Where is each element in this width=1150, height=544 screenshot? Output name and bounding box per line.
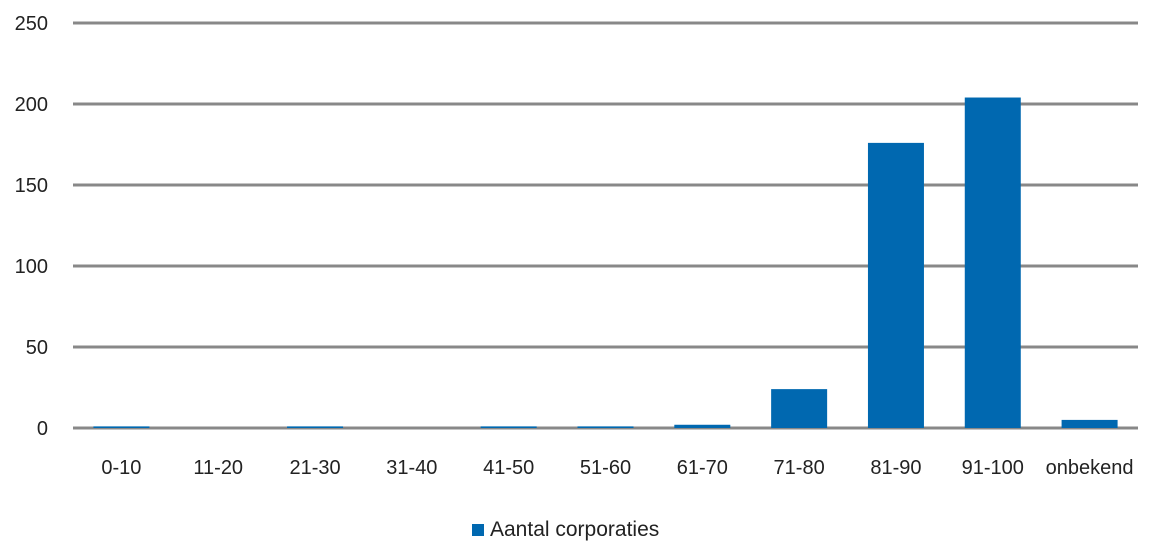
bar-81-90 bbox=[867, 142, 924, 428]
x-tick-label: 81-90 bbox=[870, 457, 921, 479]
gridlines bbox=[73, 21, 1138, 430]
y-axis-tick-labels: 0 50 100 150 200 250 bbox=[15, 13, 48, 440]
bars bbox=[93, 97, 1118, 429]
bar-71-80 bbox=[771, 389, 828, 428]
bar-61-70 bbox=[674, 424, 731, 428]
x-tick-label: 91-100 bbox=[962, 457, 1024, 479]
bar-chart: 0 50 100 150 200 250 0-10 11-20 21-30 31-40 41-50… bbox=[15, 13, 1138, 479]
x-tick-label: onbekend bbox=[1046, 457, 1134, 479]
y-tick-label: 50 bbox=[26, 337, 48, 359]
y-tick-label: 200 bbox=[15, 94, 48, 116]
bar-0-10 bbox=[93, 426, 150, 428]
legend-label: Aantal corporaties bbox=[490, 518, 660, 541]
x-tick-label: 11-20 bbox=[193, 457, 243, 479]
x-axis-tick-labels: 0-10 11-20 21-30 31-40 41-50 51-60 61-70 71-80 8… bbox=[101, 457, 1133, 479]
y-tick-label: 250 bbox=[15, 13, 48, 35]
y-tick-label: 150 bbox=[15, 175, 48, 197]
bar-41-50 bbox=[480, 426, 537, 428]
y-tick-label: 100 bbox=[15, 256, 48, 278]
x-tick-label: 71-80 bbox=[774, 457, 825, 479]
legend-swatch bbox=[472, 524, 484, 536]
x-tick-label: 41-50 bbox=[483, 457, 534, 479]
legend: Aantal corporaties bbox=[472, 517, 659, 543]
bar-21-30 bbox=[287, 426, 344, 428]
x-tick-label: 21-30 bbox=[289, 457, 340, 479]
bar-51-60 bbox=[577, 426, 634, 428]
bar-onbekend bbox=[1061, 419, 1118, 428]
x-tick-label: 0-10 bbox=[101, 457, 141, 479]
x-tick-label: 61-70 bbox=[677, 457, 728, 479]
bar-91-100 bbox=[964, 97, 1021, 429]
y-tick-label: 0 bbox=[37, 418, 48, 440]
x-tick-label: 51-60 bbox=[580, 457, 631, 479]
x-tick-label: 31-40 bbox=[386, 457, 437, 479]
